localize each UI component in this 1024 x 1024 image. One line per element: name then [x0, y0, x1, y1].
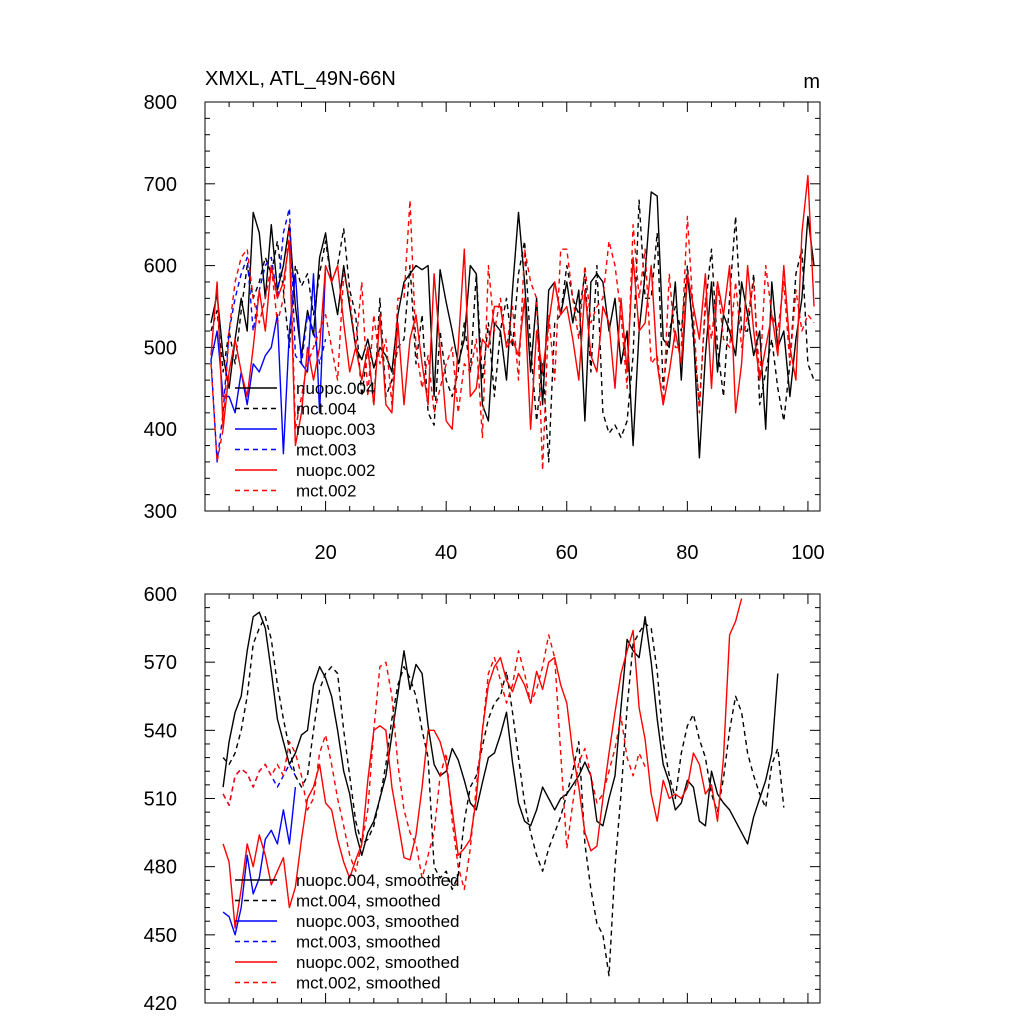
legend-label: mct.004 [296, 400, 356, 419]
top-panel: XMXL, ATL_49N-66N m 300 400 500 600 700 800 2… [144, 68, 825, 564]
y-tick-label: 500 [144, 337, 177, 359]
legend-label: nuopc.004, smoothed [296, 871, 460, 890]
y-tick-label: 420 [144, 993, 177, 1015]
series-line-nuopc-004-smoothed [222, 611, 779, 856]
bottom-series-lines [222, 598, 785, 977]
x-tick-label: 20 [314, 542, 336, 564]
top-series-lines [210, 174, 815, 471]
series-line-mct-002-smoothed [222, 634, 646, 891]
top-panel-units: m [803, 71, 820, 93]
legend-label: mct.002, smoothed [296, 974, 441, 993]
y-tick-label: 800 [144, 92, 177, 114]
x-tick-label: 100 [791, 542, 824, 564]
top-x-tick-labels: 20 40 60 80 100 [314, 542, 824, 564]
series-line-mct-004-smoothed [222, 616, 785, 977]
legend-label: mct.003 [296, 441, 356, 460]
legend-label: nuopc.002 [296, 461, 375, 480]
top-panel-title: XMXL, ATL_49N-66N [205, 68, 396, 90]
series-line-mct-002 [210, 199, 815, 471]
y-tick-label: 540 [144, 720, 177, 742]
y-tick-label: 600 [144, 584, 177, 606]
legend-label: nuopc.004 [296, 379, 375, 398]
series-line-nuopc-002 [210, 174, 815, 447]
bottom-panel: 420 450 480 510 540 570 600 nuopc.004, smoothe… [144, 584, 821, 1015]
legend-label: mct.004, smoothed [296, 892, 441, 911]
x-tick-label: 80 [676, 542, 698, 564]
y-tick-label: 600 [144, 256, 177, 278]
series-line-nuopc-003-smoothed [222, 787, 297, 936]
series-line-nuopc-003 [210, 265, 327, 455]
legend-label: nuopc.003 [296, 420, 375, 439]
y-tick-label: 700 [144, 174, 177, 196]
x-tick-label: 40 [435, 542, 457, 564]
y-tick-label: 300 [144, 501, 177, 523]
series-line-nuopc-002-smoothed [222, 598, 743, 929]
legend-label: mct.003, smoothed [296, 933, 441, 952]
y-tick-label: 570 [144, 652, 177, 674]
bottom-axis-ticks [204, 593, 820, 1004]
top-axis-ticks [204, 101, 820, 512]
y-tick-label: 510 [144, 789, 177, 811]
x-tick-label: 60 [556, 542, 578, 564]
top-plot-frame [204, 101, 821, 512]
legend-label: nuopc.003, smoothed [296, 912, 460, 931]
y-tick-label: 480 [144, 857, 177, 879]
legend-label: nuopc.002, smoothed [296, 953, 460, 972]
top-y-tick-labels: 300 400 500 600 700 800 [144, 92, 177, 523]
bottom-y-tick-labels: 420 450 480 510 540 570 600 [144, 584, 177, 1015]
y-tick-label: 450 [144, 925, 177, 947]
y-tick-label: 400 [144, 419, 177, 441]
legend-label: mct.002 [296, 482, 356, 501]
